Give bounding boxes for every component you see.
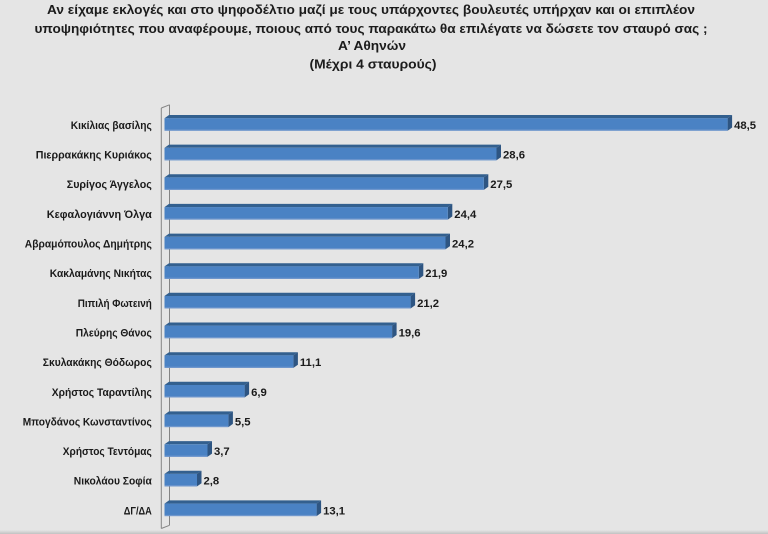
svg-text:Χρήστος Τεντόμας: Χρήστος Τεντόμας — [63, 446, 152, 458]
svg-text:Συρίγος Άγγελος: Συρίγος Άγγελος — [67, 179, 152, 191]
svg-text:Πιερρακάκης Κυριάκος: Πιερρακάκης Κυριάκος — [36, 150, 152, 162]
svg-text:υποψηφιότητες που αναφέρουμε,: υποψηφιότητες που αναφέρουμε, ποιους από… — [35, 21, 708, 36]
svg-text:6,9: 6,9 — [251, 387, 267, 399]
svg-text:2,8: 2,8 — [204, 476, 220, 488]
svg-text:13,1: 13,1 — [323, 505, 345, 517]
svg-text:3,7: 3,7 — [214, 446, 230, 458]
svg-text:Κεφαλογιάννη Όλγα: Κεφαλογιάννη Όλγα — [47, 209, 152, 221]
svg-text:Πλεύρης Θάνος: Πλεύρης Θάνος — [76, 327, 152, 339]
svg-text:Μπογδάνος Κωνσταντίνος: Μπογδάνος Κωνσταντίνος — [23, 416, 152, 428]
svg-text:Α’ Αθηνών: Α’ Αθηνών — [338, 38, 406, 53]
svg-text:Κικίλιας βασίλης: Κικίλιας βασίλης — [71, 120, 152, 132]
svg-text:11,1: 11,1 — [300, 357, 321, 369]
svg-text:21,9: 21,9 — [425, 268, 447, 280]
svg-text:5,5: 5,5 — [235, 416, 251, 428]
svg-text:27,5: 27,5 — [490, 179, 512, 191]
svg-text:21,2: 21,2 — [417, 298, 439, 310]
svg-text:28,6: 28,6 — [503, 150, 525, 162]
svg-text:24,4: 24,4 — [454, 209, 477, 221]
svg-text:ΔΓ/ΔΑ: ΔΓ/ΔΑ — [124, 505, 152, 517]
svg-text:24,2: 24,2 — [452, 239, 474, 251]
svg-text:19,6: 19,6 — [399, 327, 421, 339]
svg-text:Κακλαμάνης Νικήτας: Κακλαμάνης Νικήτας — [50, 268, 152, 280]
svg-text:Αν είχαμε εκλογές και στο ψηφο: Αν είχαμε εκλογές και στο ψηφοδέλτιο μαζ… — [47, 2, 695, 17]
svg-text:48,5: 48,5 — [734, 120, 756, 132]
svg-text:Πιπιλή Φωτεινή: Πιπιλή Φωτεινή — [78, 298, 152, 310]
svg-text:(Μέχρι 4 σταυρούς): (Μέχρι 4 σταυρούς) — [310, 56, 437, 71]
svg-text:Σκυλακάκης Θόδωρος: Σκυλακάκης Θόδωρος — [43, 357, 152, 369]
svg-text:Χρήστος Ταραντίλης: Χρήστος Ταραντίλης — [52, 387, 152, 399]
svg-text:Νικολάου Σοφία: Νικολάου Σοφία — [74, 476, 152, 488]
svg-text:Αβραμόπουλος Δημήτρης: Αβραμόπουλος Δημήτρης — [25, 239, 152, 251]
